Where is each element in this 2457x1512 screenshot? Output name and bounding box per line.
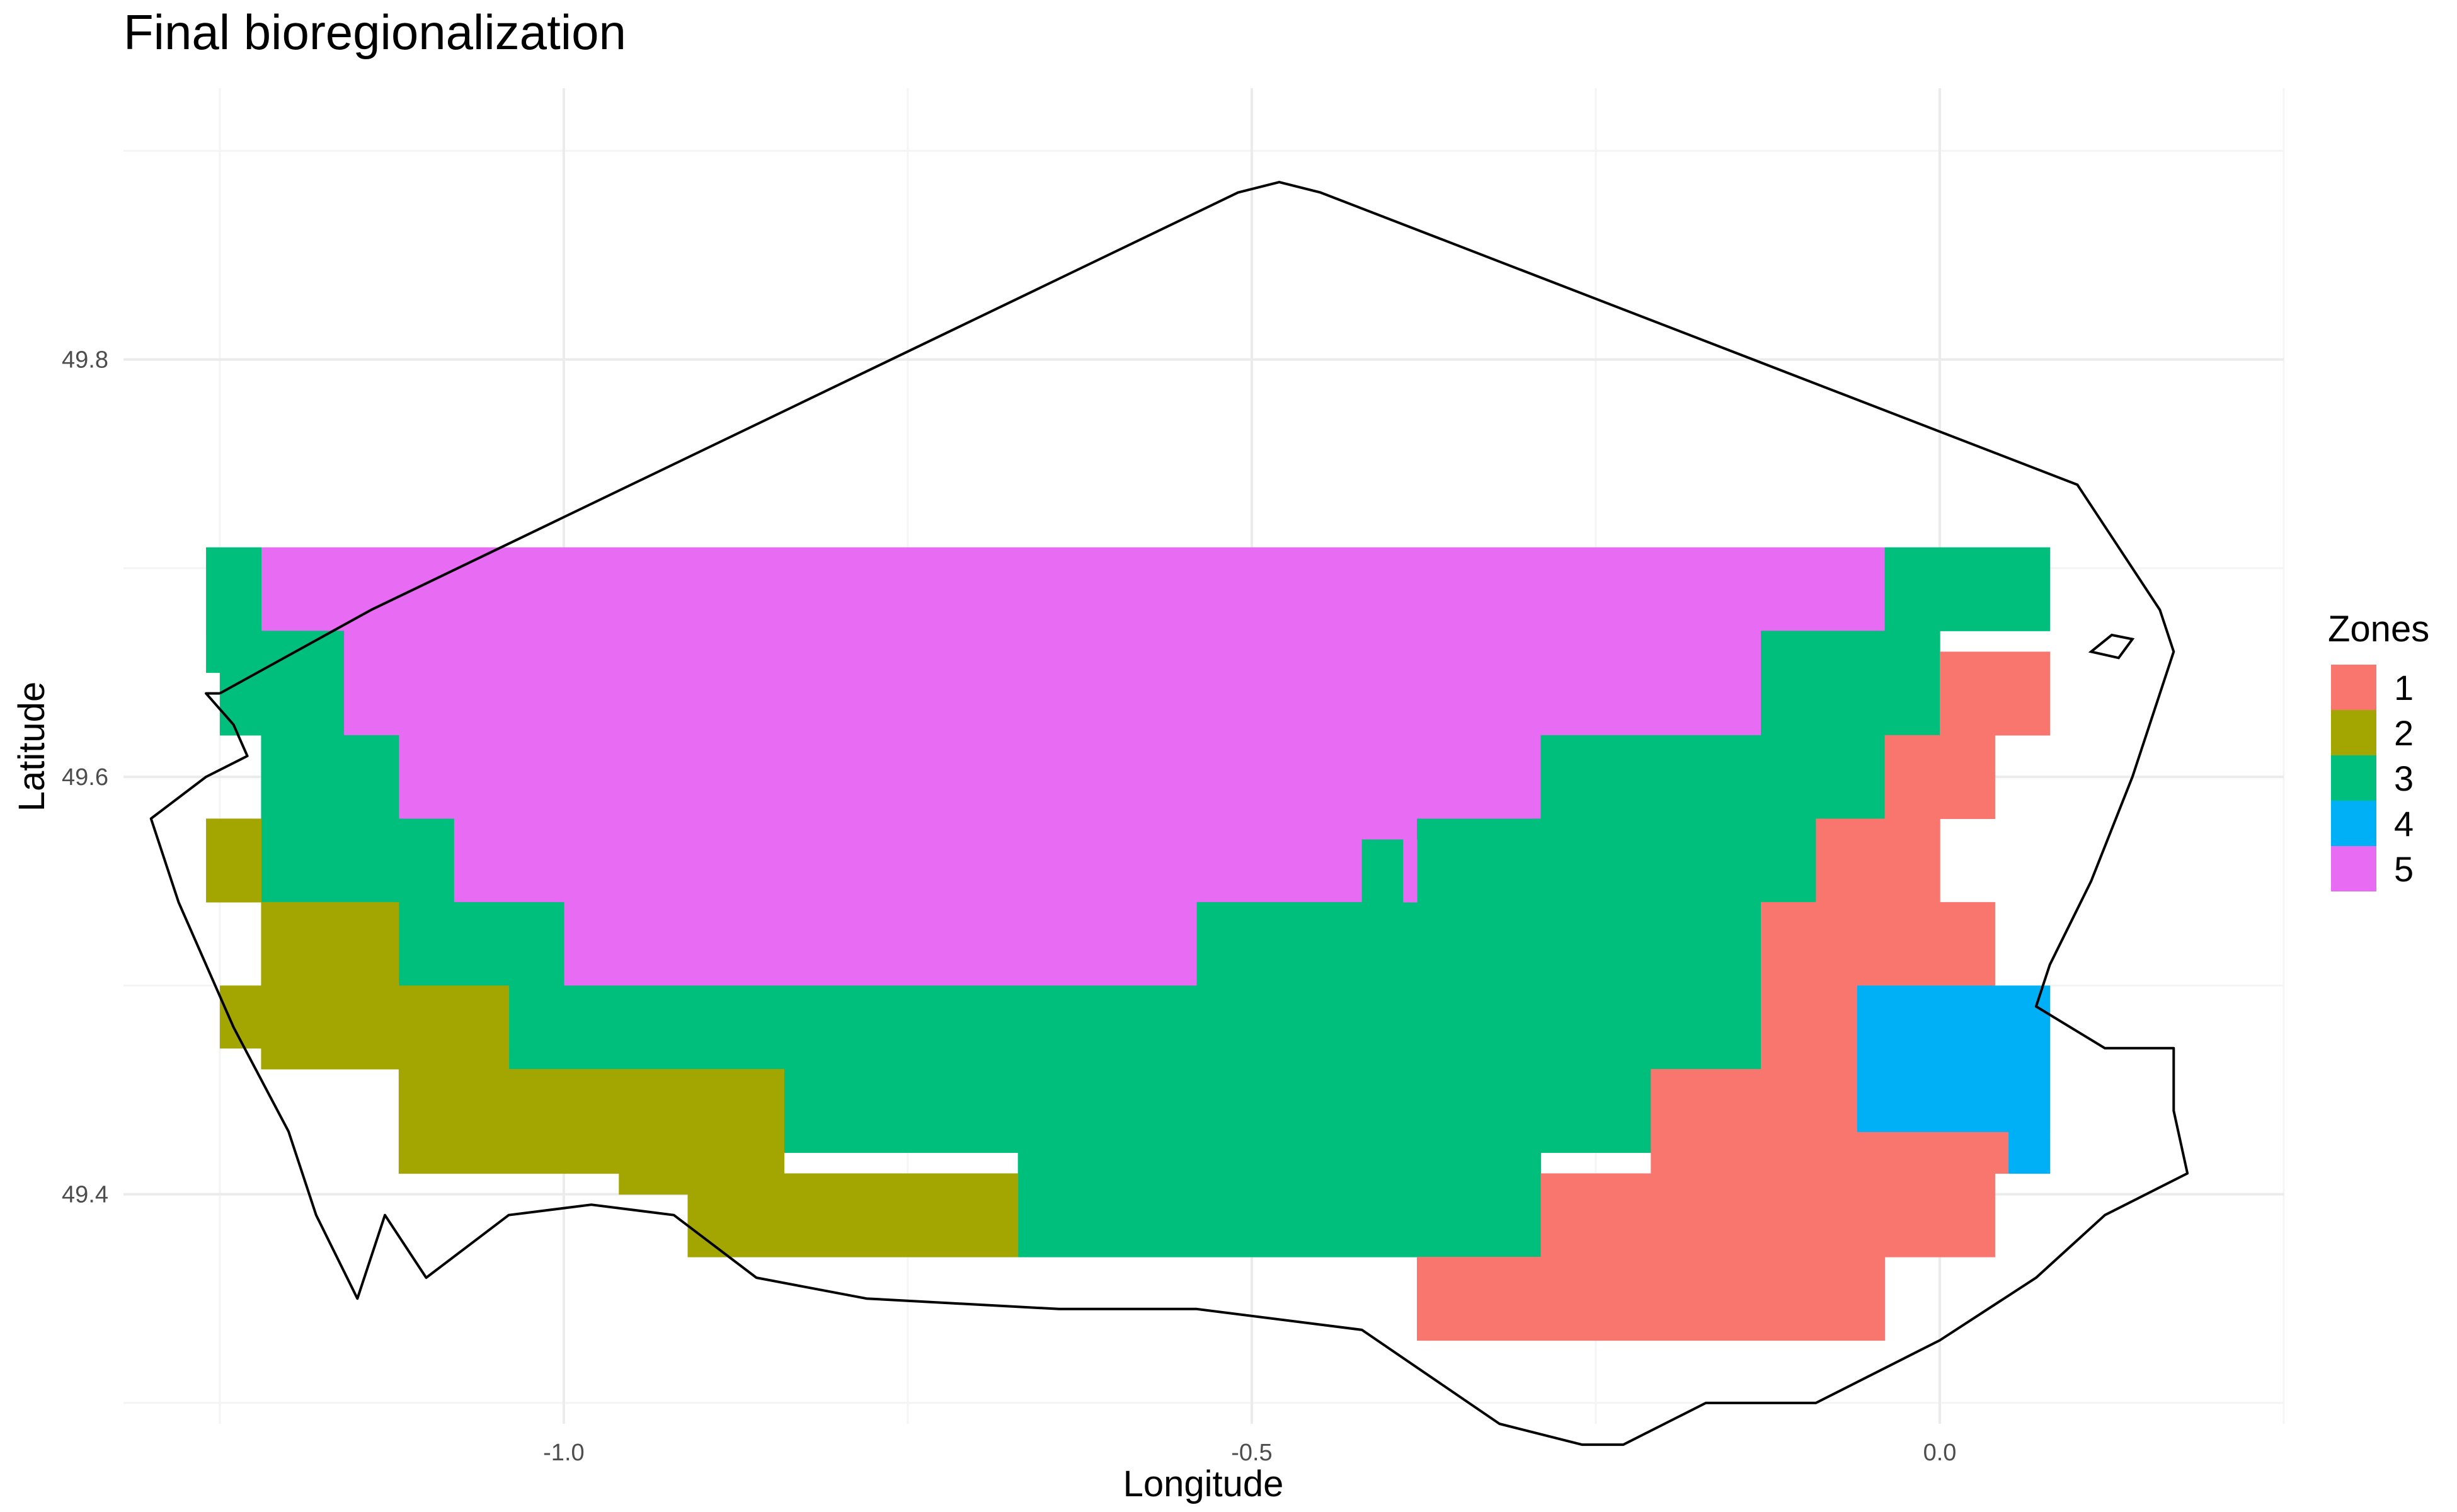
legend-key-zone-1 bbox=[2331, 665, 2376, 710]
zone-3-cell bbox=[1017, 1152, 1542, 1257]
island-outline bbox=[2088, 633, 2135, 660]
zone-1-cell bbox=[1816, 818, 1940, 903]
x-axis-title: Longitude bbox=[1123, 1463, 1284, 1504]
x-axis-ticks: -1.0 -0.5 0.0 bbox=[543, 1440, 1956, 1466]
legend-label-zone-1: 1 bbox=[2394, 668, 2414, 707]
zone-1-cell bbox=[1417, 1257, 1886, 1341]
legend-key-zone-2 bbox=[2331, 710, 2376, 755]
legend-label-zone-2: 2 bbox=[2394, 713, 2414, 753]
zone-5-cell bbox=[563, 902, 1198, 986]
legend-title: Zones bbox=[2328, 609, 2429, 650]
legend-key-zone-3 bbox=[2331, 755, 2376, 801]
legend-key-zone-4 bbox=[2331, 801, 2376, 846]
zone-1-cell bbox=[1884, 735, 1995, 819]
zone-5-cell bbox=[398, 735, 1542, 819]
x-tick-label: 0.0 bbox=[1923, 1440, 1957, 1466]
zone-3-cell bbox=[261, 735, 399, 819]
zone-2-cell bbox=[261, 1048, 510, 1070]
y-tick-label: 49.8 bbox=[62, 347, 108, 374]
y-axis-title: Latitude bbox=[11, 682, 52, 811]
y-tick-label: 49.4 bbox=[62, 1182, 108, 1208]
study-area-outline bbox=[149, 181, 2189, 1446]
zone-3-cell bbox=[398, 902, 564, 986]
legend-label-zone-5: 5 bbox=[2394, 849, 2414, 889]
zone-3-cell bbox=[1361, 839, 1404, 903]
zone-2-cell bbox=[261, 902, 399, 986]
zone-1-cell bbox=[1761, 985, 1858, 1070]
legend-label-zone-3: 3 bbox=[2394, 759, 2414, 798]
zone-1-cell bbox=[1761, 902, 1940, 986]
zone-cells bbox=[206, 547, 2051, 1341]
legend: Zones 1 2 3 4 5 bbox=[2328, 609, 2429, 891]
zone-4-cell bbox=[1857, 985, 2051, 1132]
zone-3-cell bbox=[1540, 735, 1886, 819]
zone-1-cell bbox=[1540, 1173, 1995, 1257]
zone-5-cell bbox=[343, 631, 1761, 736]
y-axis-ticks: 49.4 49.6 49.8 bbox=[62, 347, 108, 1208]
legend-key-zone-5 bbox=[2331, 846, 2376, 891]
chart-title: Final bioregionalization bbox=[123, 4, 626, 60]
zone-2-cell bbox=[398, 1068, 784, 1174]
legend-entries: 1 2 3 4 5 bbox=[2331, 665, 2414, 891]
zone-5-cell bbox=[261, 547, 1886, 631]
zone-1-cell bbox=[1939, 651, 2051, 736]
zone-1-cell bbox=[1651, 1131, 2009, 1174]
zone-2-cell bbox=[687, 1194, 1019, 1257]
zone-3-cell bbox=[1884, 547, 2051, 631]
zone-3-cell bbox=[1417, 818, 1817, 903]
zone-3-cell bbox=[261, 818, 454, 903]
x-tick-label: -0.5 bbox=[1231, 1440, 1272, 1466]
coastline-outline bbox=[149, 181, 2189, 1446]
x-tick-label: -1.0 bbox=[543, 1440, 584, 1466]
zone-3-cell bbox=[1761, 631, 1940, 736]
zone-5-cell bbox=[454, 818, 1418, 903]
zone-4-cell bbox=[2008, 1131, 2051, 1174]
zone-2-cell bbox=[619, 1173, 1019, 1195]
zone-3-cell bbox=[508, 985, 1761, 1070]
zone-5-cell bbox=[1403, 839, 1418, 903]
zone-1-cell bbox=[1651, 1068, 1858, 1132]
zone-2-cell bbox=[219, 985, 510, 1049]
zone-3-cell bbox=[784, 1068, 1651, 1153]
legend-label-zone-4: 4 bbox=[2394, 804, 2414, 844]
y-tick-label: 49.6 bbox=[62, 764, 108, 791]
zone-1-cell bbox=[1939, 902, 1995, 986]
zone-3-cell bbox=[1196, 902, 1761, 986]
zone-3-cell bbox=[206, 547, 262, 631]
zone-2-cell bbox=[206, 818, 262, 903]
